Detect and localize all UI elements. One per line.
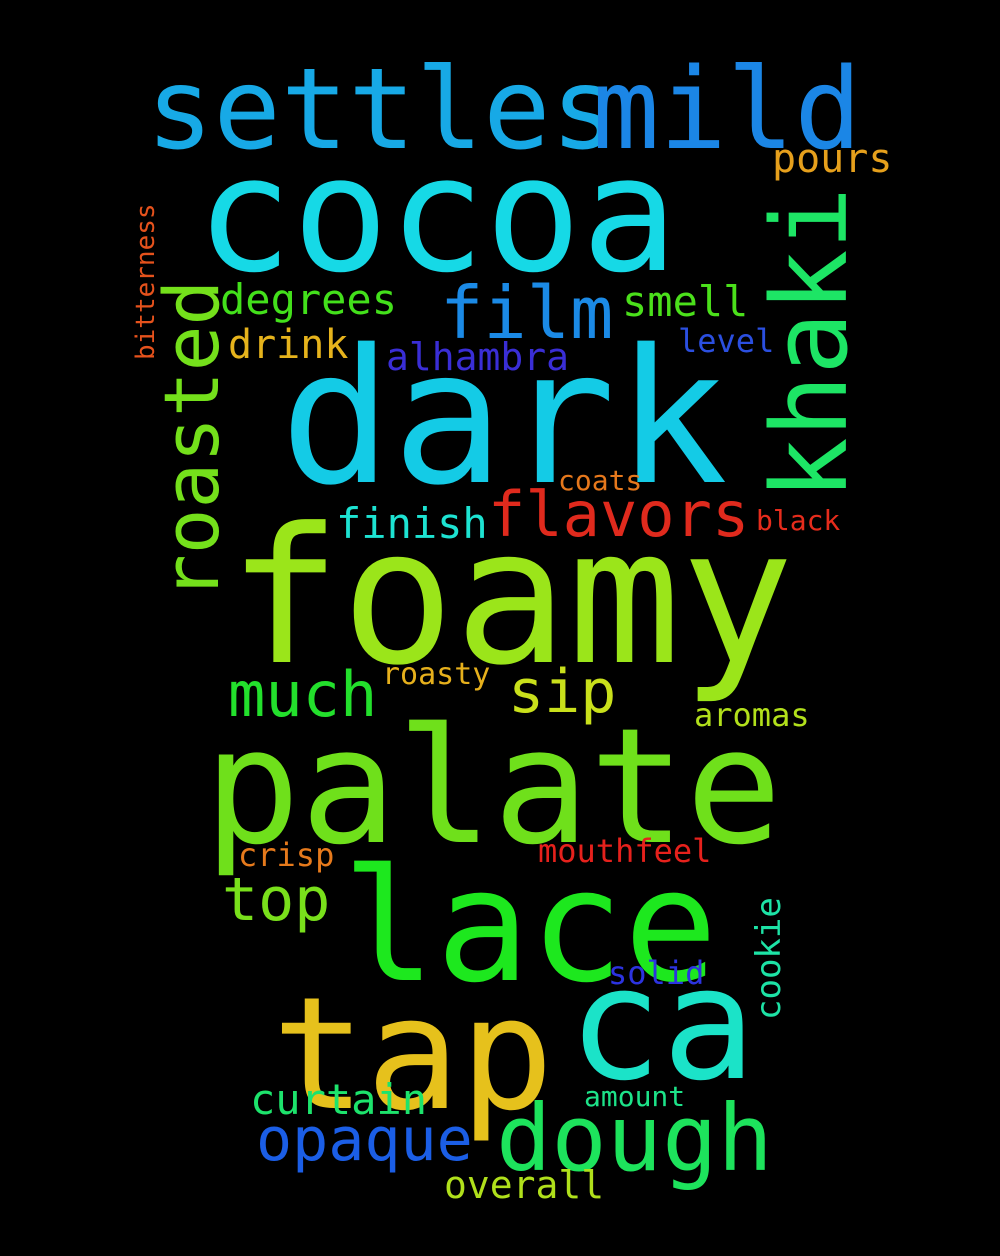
word-alhambra: alhambra [386, 335, 569, 379]
word-pours: pours [772, 136, 892, 182]
word-solid: solid [608, 954, 704, 992]
word-level: level [678, 322, 774, 360]
word-curtain: curtain [250, 1075, 427, 1124]
word-amount: amount [584, 1080, 685, 1113]
word-black: black [756, 504, 840, 537]
word-overall: overall [444, 1163, 604, 1207]
word-much: much [228, 658, 377, 731]
word-khaki: khaki [749, 187, 871, 500]
word-smell: smell [622, 277, 748, 326]
word-aromas: aromas [694, 696, 810, 734]
word-lace: lace [342, 835, 718, 1017]
word-drink: drink [228, 322, 348, 368]
word-film: film [440, 271, 613, 355]
word-flavors: flavors [488, 478, 749, 551]
word-finish: finish [336, 499, 488, 548]
word-dough: dough [496, 1085, 773, 1192]
word-opaque: opaque [256, 1105, 473, 1175]
word-bitterness: bitterness [131, 203, 161, 360]
word-coats: coats [558, 464, 642, 497]
word-cocoa: cocoa [196, 121, 678, 308]
word-mouthfeel: mouthfeel [538, 832, 711, 870]
word-cookie: cookie [749, 897, 789, 1020]
word-top: top [222, 865, 330, 935]
word-ca: ca [568, 933, 756, 1115]
word-dark: dark [280, 309, 728, 526]
word-roasted: roasted [147, 280, 236, 600]
word-palate: palate [204, 693, 782, 880]
word-settles: settles [146, 45, 618, 175]
word-tap: tap [272, 963, 554, 1145]
word-sip: sip [508, 657, 616, 727]
word-foamy: foamy [228, 488, 794, 707]
word-crisp: crisp [238, 836, 334, 874]
word-mild: mild [592, 45, 862, 175]
word-roasty: roasty [382, 657, 490, 692]
word-degrees: degrees [220, 275, 397, 324]
